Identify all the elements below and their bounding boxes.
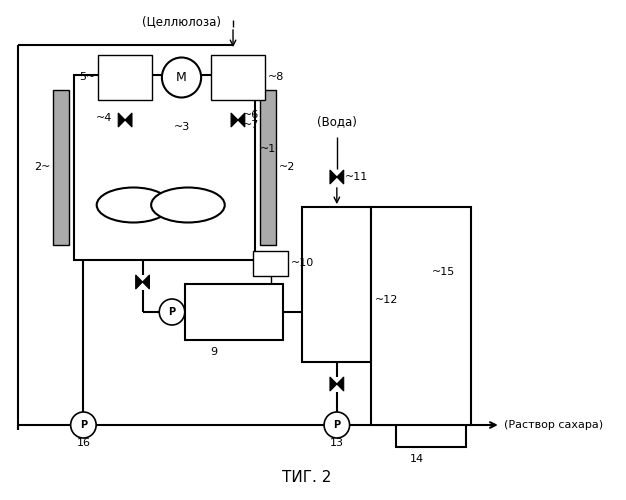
Text: M: M: [176, 71, 187, 84]
Bar: [211, 55, 265, 100]
Bar: [260, 90, 275, 245]
Text: (Целлюлоза): (Целлюлоза): [142, 16, 221, 28]
Text: 16: 16: [76, 438, 90, 448]
Bar: [396, 397, 466, 447]
Text: 5~: 5~: [79, 72, 95, 83]
Text: ~8: ~8: [268, 72, 284, 83]
Text: P: P: [333, 420, 341, 430]
Text: ~3: ~3: [173, 122, 190, 132]
Ellipse shape: [151, 188, 225, 222]
Bar: [74, 75, 255, 260]
Text: 14: 14: [410, 454, 424, 464]
Polygon shape: [143, 275, 150, 289]
Text: ~2: ~2: [279, 162, 295, 172]
Bar: [302, 207, 371, 362]
Polygon shape: [125, 113, 132, 127]
Text: ~7: ~7: [243, 120, 259, 130]
Circle shape: [324, 412, 349, 438]
Polygon shape: [136, 275, 143, 289]
Polygon shape: [118, 113, 125, 127]
Circle shape: [159, 299, 185, 325]
Bar: [371, 207, 471, 425]
Text: ~1: ~1: [260, 144, 276, 154]
Text: 2~: 2~: [34, 162, 50, 172]
Bar: [98, 55, 152, 100]
Bar: [185, 284, 283, 340]
Text: (Вода): (Вода): [317, 116, 357, 128]
Ellipse shape: [96, 188, 170, 222]
Text: 9: 9: [210, 347, 218, 357]
Polygon shape: [238, 113, 245, 127]
Polygon shape: [231, 113, 238, 127]
Text: ~4: ~4: [96, 113, 112, 123]
Circle shape: [71, 412, 96, 438]
Circle shape: [162, 58, 201, 98]
Text: ~10: ~10: [290, 258, 314, 268]
Polygon shape: [337, 377, 344, 391]
Text: ~11: ~11: [345, 172, 368, 182]
Text: P: P: [168, 307, 175, 317]
Text: ~6: ~6: [243, 110, 259, 120]
Polygon shape: [337, 170, 344, 184]
Text: ~12: ~12: [375, 295, 399, 305]
Bar: [254, 251, 288, 276]
Polygon shape: [330, 377, 337, 391]
Polygon shape: [330, 170, 337, 184]
Text: (Раствор сахара): (Раствор сахара): [504, 420, 603, 430]
Text: P: P: [80, 420, 87, 430]
Bar: [53, 90, 69, 245]
Text: 13: 13: [330, 438, 344, 448]
Text: ~15: ~15: [432, 268, 455, 278]
Text: ΤИГ. 2: ΤИГ. 2: [282, 470, 332, 486]
